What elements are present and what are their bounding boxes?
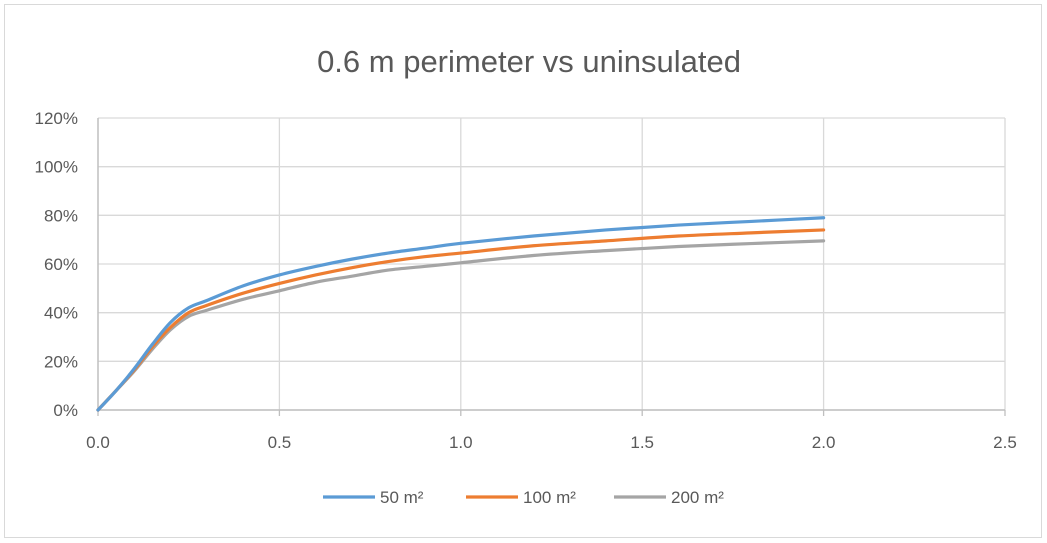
x-tick-label: 2.0 — [812, 433, 836, 452]
chart-title: 0.6 m perimeter vs uninsulated — [317, 44, 741, 79]
y-tick-label: 100% — [35, 158, 78, 177]
x-tick-label: 1.5 — [630, 433, 654, 452]
x-axis: 0.0 0.5 1.0 1.5 2.0 2.5 — [86, 409, 1017, 452]
y-tick-label: 120% — [35, 109, 78, 128]
legend-label: 200 m² — [671, 488, 724, 507]
y-tick-label: 0% — [53, 401, 78, 420]
legend-label: 50 m² — [380, 488, 424, 507]
legend: 50 m² 100 m² 200 m² — [323, 488, 724, 507]
y-tick-label: 60% — [44, 255, 78, 274]
y-tick-label: 40% — [44, 304, 78, 323]
y-tick-label: 80% — [44, 206, 78, 225]
x-tick-label: 0.5 — [268, 433, 292, 452]
x-tick-label: 1.0 — [449, 433, 473, 452]
series-line-0 — [96, 216, 826, 412]
x-tick-label: 0.0 — [86, 433, 110, 452]
series-lines — [96, 216, 826, 412]
gridlines — [98, 117, 1006, 411]
y-axis: 0% 20% 40% 60% 80% 100% 120% — [35, 109, 99, 420]
legend-label: 100 m² — [523, 488, 576, 507]
x-tick-label: 2.5 — [993, 433, 1017, 452]
y-tick-label: 20% — [44, 352, 78, 371]
chart-frame — [4, 4, 1042, 538]
